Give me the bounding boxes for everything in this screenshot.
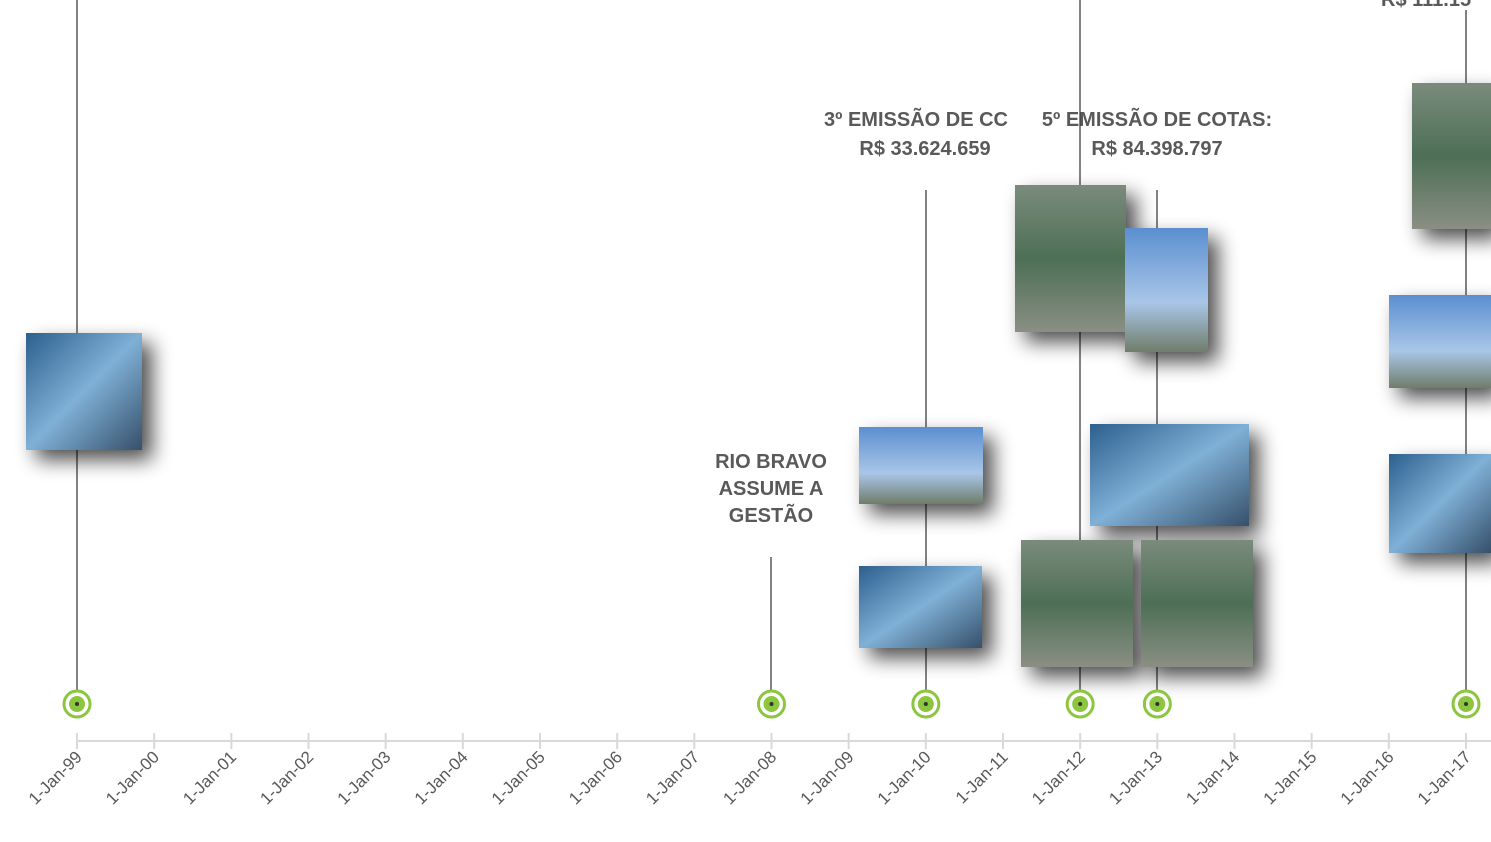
annotation: ASSUME A [719,478,824,500]
event-marker-dot [75,702,79,706]
x-tick-label: 1-Jan-12 [1028,747,1089,808]
x-tick-label: 1-Jan-08 [719,747,780,808]
photo [1125,228,1208,352]
event-marker-dot [1155,702,1159,706]
x-tick-label: 1-Jan-07 [642,747,703,808]
x-tick-label: 1-Jan-02 [256,747,317,808]
photo [1015,185,1126,332]
annotation: R$ 111.15 [1381,0,1471,11]
annotation: R$ 84.398.797 [1091,138,1222,160]
photo [1090,424,1249,526]
photo [1412,83,1491,229]
x-tick-label: 1-Jan-99 [25,747,86,808]
photo [26,333,142,450]
photo [1141,540,1253,667]
photo [859,566,982,648]
x-tick-label: 1-Jan-04 [411,747,472,808]
x-tick-label: 1-Jan-01 [179,747,240,808]
event-marker-dot [1078,702,1082,706]
x-tick-label: 1-Jan-14 [1182,747,1243,808]
event-marker-dot [770,702,774,706]
annotation: 3º EMISSÃO DE CC [824,108,1008,131]
annotation: 5º EMISSÃO DE COTAS: [1042,108,1272,131]
event-marker-dot [924,702,928,706]
event-marker-dot [1464,702,1468,706]
photo [859,427,983,504]
x-tick-label: 1-Jan-16 [1337,747,1398,808]
photo [1021,540,1133,667]
annotation: R$ 33.624.659 [859,138,990,160]
timeline: R$ 111.15 3º EMISSÃO DE CC R$ 33.624.659… [0,0,1491,842]
photo [1389,454,1491,553]
annotation: GESTÃO [729,504,813,527]
photo [1389,295,1491,388]
photos [26,83,1491,667]
x-tick-label: 1-Jan-15 [1260,747,1321,808]
x-tick-label: 1-Jan-11 [952,747,1012,807]
x-tick-label: 1-Jan-06 [565,747,626,808]
x-tick-label: 1-Jan-00 [102,747,163,808]
x-tick-label: 1-Jan-10 [874,747,935,808]
x-tick-label: 1-Jan-05 [488,747,549,808]
x-tick-label: 1-Jan-03 [334,747,395,808]
x-tick-label: 1-Jan-09 [797,747,858,808]
event-lines [77,0,1466,704]
x-tick-label: 1-Jan-17 [1414,747,1475,808]
annotation: RIO BRAVO [715,451,827,473]
x-tick-label: 1-Jan-13 [1105,747,1166,808]
